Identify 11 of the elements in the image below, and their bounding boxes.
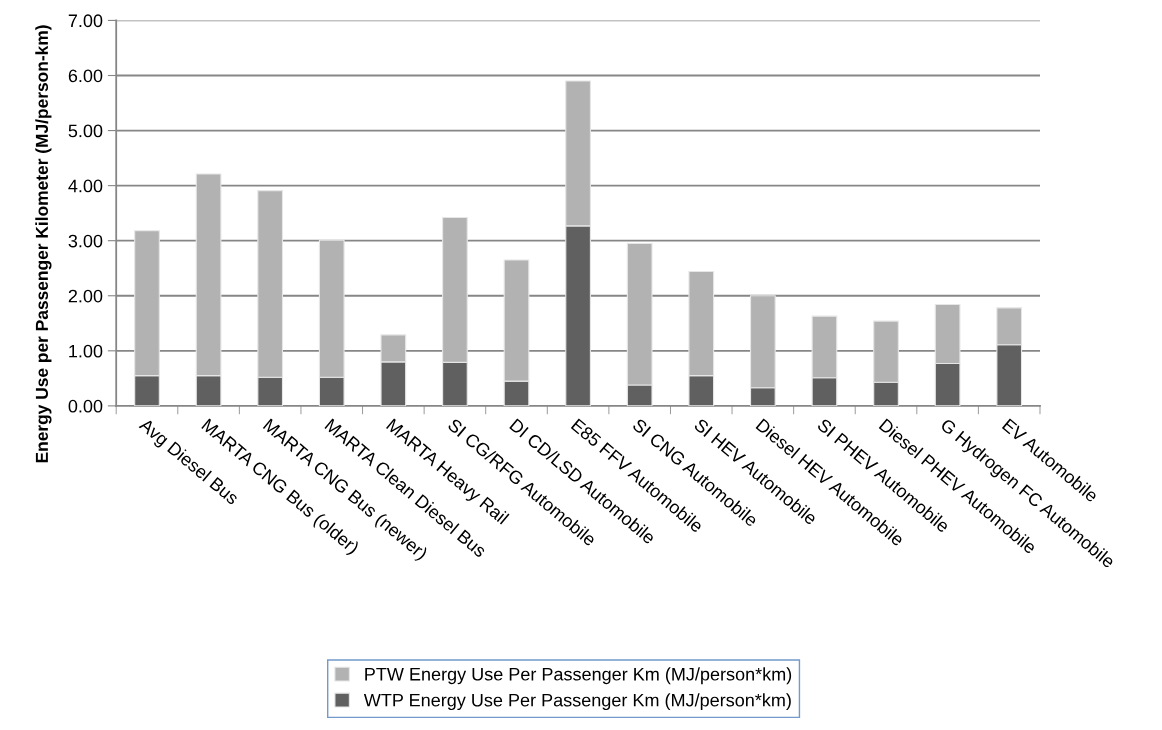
y-axis-title: Energy Use per Passenger Kilometer (MJ/person-km): [35, 25, 52, 463]
y-tick-label: 7.00: [68, 14, 103, 28]
y-tick-label: 2.00: [68, 289, 103, 303]
y-tick-label: 4.00: [68, 179, 103, 193]
y-tick-label: 1.00: [69, 344, 103, 358]
y-tick-label: 0.00: [68, 399, 103, 413]
y-tick-label: 5.00: [68, 124, 103, 138]
legend-label: WTP Energy Use Per Passenger Km (MJ/person*km): [363, 693, 791, 711]
y-tick-label: 6.00: [68, 69, 103, 83]
legend-label: PTW Energy Use Per Passenger Km (MJ/person*km): [365, 667, 792, 685]
y-tick-label: 3.00: [68, 234, 103, 248]
